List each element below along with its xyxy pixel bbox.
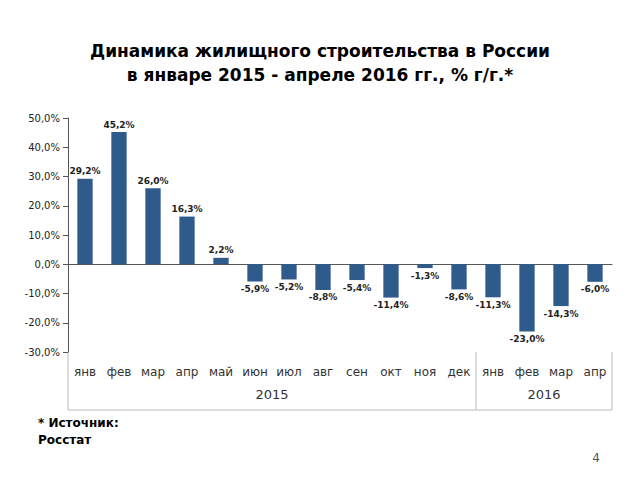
svg-text:26,0%: 26,0%	[137, 176, 168, 186]
svg-text:июн: июн	[242, 365, 268, 379]
svg-text:мар: мар	[549, 365, 573, 379]
svg-text:4: 4	[592, 451, 600, 465]
svg-text:фев: фев	[515, 365, 540, 379]
svg-text:* Источник:: * Источник:	[38, 416, 119, 430]
svg-text:апр: апр	[584, 365, 607, 379]
svg-text:20,0%: 20,0%	[28, 200, 60, 211]
svg-text:мар: мар	[141, 365, 165, 379]
svg-text:авг: авг	[313, 365, 334, 379]
svg-text:2015: 2015	[255, 387, 288, 402]
svg-text:-6,0%: -6,0%	[581, 284, 610, 294]
svg-text:в январе 2015 - апреле 2016 гг: в январе 2015 - апреле 2016 гг., % г/г.*	[127, 65, 513, 85]
svg-text:-20,0%: -20,0%	[25, 317, 60, 328]
svg-text:фев: фев	[107, 365, 132, 379]
svg-text:апр: апр	[176, 365, 199, 379]
svg-text:сен: сен	[346, 365, 368, 379]
svg-text:-8,8%: -8,8%	[309, 292, 338, 302]
svg-text:Динамика жилищного строительст: Динамика жилищного строительства в Росси…	[90, 41, 550, 61]
svg-text:июл: июл	[276, 365, 302, 379]
svg-text:-14,3%: -14,3%	[544, 309, 579, 319]
svg-text:16,3%: 16,3%	[171, 204, 202, 214]
svg-text:30,0%: 30,0%	[28, 171, 60, 182]
svg-text:50,0%: 50,0%	[28, 113, 60, 124]
svg-text:-5,2%: -5,2%	[275, 282, 304, 292]
svg-text:-30,0%: -30,0%	[25, 347, 60, 358]
svg-text:дек: дек	[448, 365, 471, 379]
svg-text:10,0%: 10,0%	[28, 230, 60, 241]
svg-text:-11,4%: -11,4%	[374, 300, 409, 310]
svg-text:45,2%: 45,2%	[103, 120, 134, 130]
svg-text:-5,9%: -5,9%	[241, 284, 270, 294]
svg-text:29,2%: 29,2%	[69, 166, 100, 176]
svg-text:-11,3%: -11,3%	[476, 300, 511, 310]
svg-text:-10,0%: -10,0%	[25, 288, 60, 299]
svg-text:-1,3%: -1,3%	[411, 271, 440, 281]
svg-text:окт: окт	[380, 365, 402, 379]
svg-text:май: май	[209, 365, 233, 379]
svg-text:янв: янв	[74, 365, 96, 379]
svg-text:2,2%: 2,2%	[209, 245, 234, 255]
svg-text:2016: 2016	[527, 387, 560, 402]
svg-text:-23,0%: -23,0%	[510, 334, 545, 344]
svg-text:-5,4%: -5,4%	[343, 283, 372, 293]
svg-text:янв: янв	[482, 365, 504, 379]
svg-text:ноя: ноя	[414, 365, 436, 379]
svg-text:-8,6%: -8,6%	[445, 292, 474, 302]
svg-text:Росстат: Росстат	[38, 433, 91, 447]
svg-text:0,0%: 0,0%	[35, 259, 60, 270]
svg-text:40,0%: 40,0%	[28, 142, 60, 153]
